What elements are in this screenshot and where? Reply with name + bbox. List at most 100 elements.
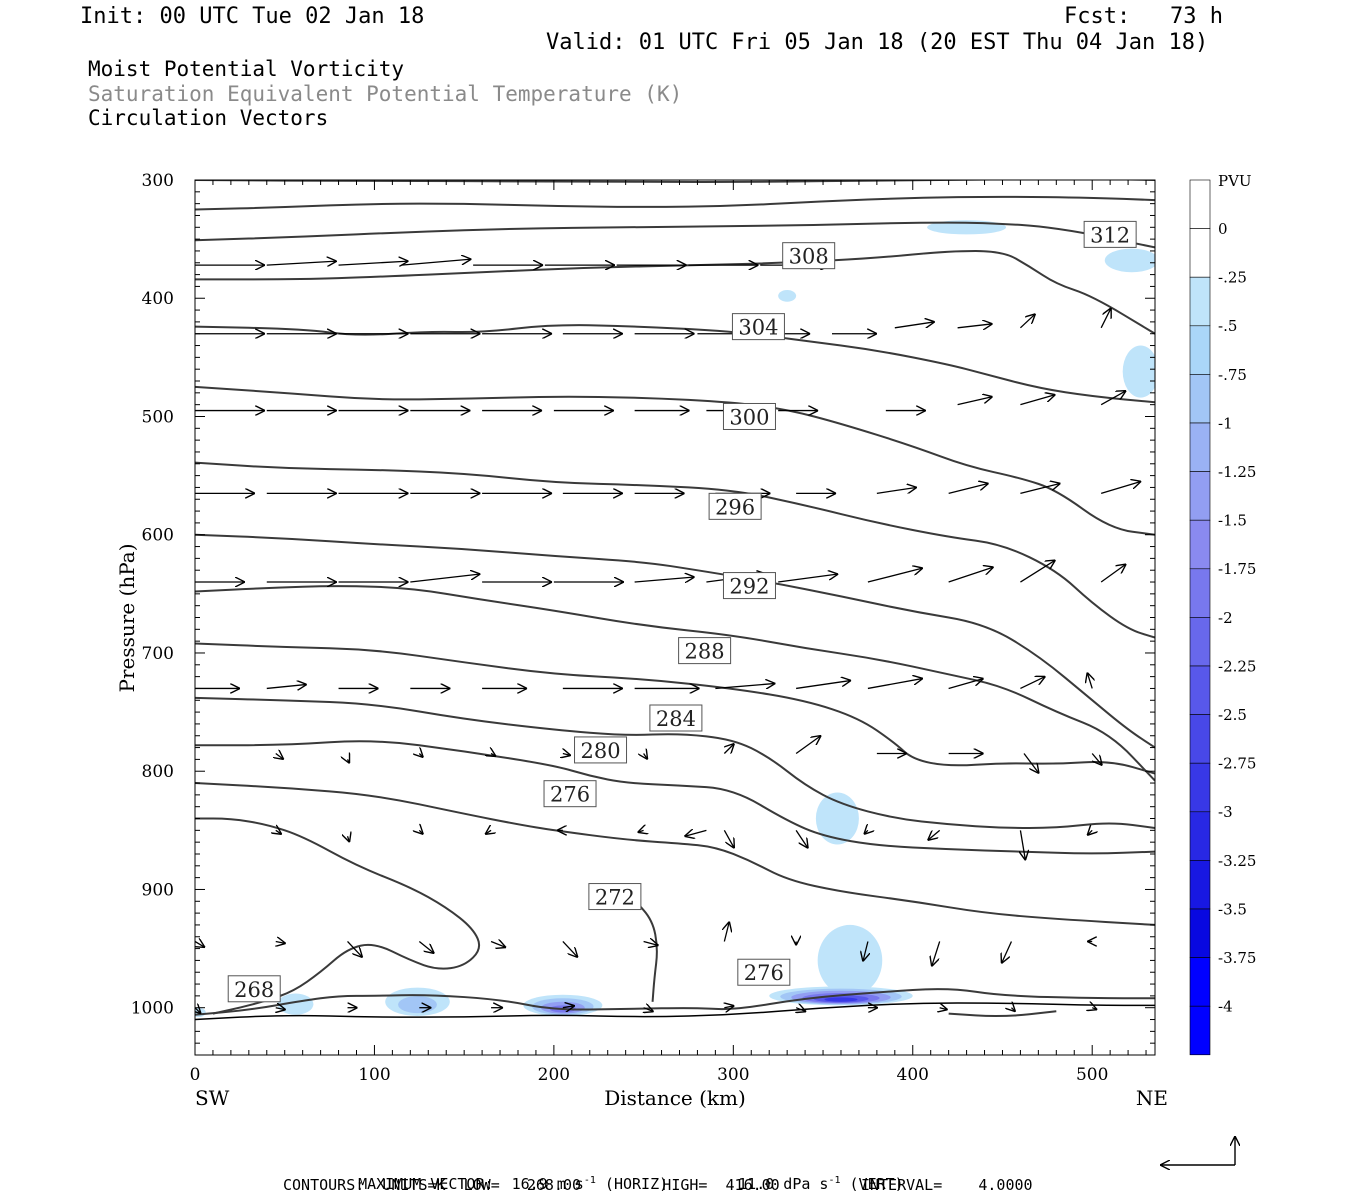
circulation-vector-21: [1019, 314, 1035, 329]
circulation-vector-47: [1020, 483, 1060, 494]
circulation-vector-48: [1100, 481, 1141, 494]
contour-label-box-11: [737, 958, 791, 986]
field-title-2: Saturation Equivalent Potential Temperat…: [88, 82, 683, 106]
circulation-vector-119: [644, 1008, 654, 1012]
circulation-vector-100: [195, 941, 205, 947]
colorbar-label-10: -2.5: [1218, 706, 1247, 724]
contour-label-box-2: [731, 313, 785, 341]
x-axis-right-end: NE: [1136, 1086, 1168, 1110]
reference-vector: [1160, 1136, 1235, 1165]
contour-label-box-10: [588, 883, 642, 911]
circulation-vector-81: [724, 743, 734, 753]
circulation-vector-59: [948, 567, 994, 583]
circulation-vector-35: [1100, 391, 1126, 406]
plot-frame: [194, 179, 1156, 1056]
colorbar-segment-5: [1189, 422, 1211, 472]
theta-e-contour-9: [195, 642, 1155, 775]
contour-label-box-3: [722, 402, 776, 430]
theta-e-contour-10: [195, 696, 1155, 829]
circulation-vector-33: [957, 397, 993, 406]
circulation-vector-94: [723, 830, 734, 848]
circulation-vector-86: [1091, 753, 1102, 765]
colorbar-segment-11: [1189, 714, 1211, 764]
colorbar-label-1: -.25: [1218, 269, 1247, 287]
colorbar-label-8: -2: [1218, 609, 1233, 627]
circulation-vector-74: [1087, 672, 1092, 689]
circulation-vector-109: [863, 941, 868, 961]
circulation-vector-93: [684, 830, 707, 836]
ground-line: [195, 1002, 1155, 1021]
pv-shade-1-2: [1104, 248, 1155, 273]
theta-e-contour-13: [195, 817, 481, 1015]
circulation-vector-76: [348, 759, 350, 763]
colorbar-label-4: -1: [1218, 414, 1233, 432]
colorbar-segment-10: [1189, 665, 1211, 715]
colorbar-segment-6: [1189, 471, 1211, 521]
circulation-vector-3: [401, 259, 471, 266]
circulation-vector-80: [644, 753, 648, 759]
colorbar-segment-7: [1189, 519, 1211, 570]
circulation-vector-118: [562, 1006, 575, 1008]
circulation-vector-52: [410, 574, 480, 583]
colorbar-segment-8: [1189, 568, 1211, 618]
contour-label-11: 276: [744, 961, 784, 985]
vert-label: (VERT): [840, 1175, 904, 1193]
circulation-vector-99: [1087, 830, 1092, 835]
y-tick-label: 500: [142, 407, 174, 427]
circulation-vector-58: [867, 568, 923, 583]
pv-shade-9-12: [824, 997, 858, 1002]
circulation-vector-73: [1020, 676, 1045, 690]
contour-info-line: CONTOURS: UNITS=K LOW= 268.00 HIGH= 416.…: [283, 1176, 1033, 1194]
contour-label-box-5: [722, 572, 776, 600]
colorbar-segment-9: [1189, 617, 1211, 667]
circulation-vector-97: [928, 829, 941, 840]
colorbar-label-3: -.75: [1218, 366, 1247, 384]
circulation-vector-105: [562, 941, 578, 957]
circulation-vector-107: [724, 921, 729, 942]
circulation-vector-113: [195, 1008, 201, 1014]
contour-label-12: 268: [234, 978, 274, 1002]
circulation-vector-75: [276, 753, 284, 759]
max-vector-vert-value: 11.0 dPa s: [738, 1175, 829, 1193]
circulation-vector-22: [1100, 308, 1111, 329]
circulation-vector-2: [338, 261, 409, 265]
circulation-vector-60: [1020, 560, 1055, 583]
circulation-vector-101: [276, 941, 286, 943]
circulation-vector-46: [948, 483, 989, 494]
circulation-vector-95: [795, 829, 808, 848]
circulation-vector-20: [957, 324, 993, 328]
circulation-vector-45: [876, 487, 917, 494]
contour-label-7: 284: [656, 707, 696, 731]
colorbar-segment-17: [1189, 1005, 1211, 1056]
field-title-1: Moist Potential Vorticity: [88, 57, 405, 81]
contour-label-box-6: [678, 637, 732, 665]
circulation-vector-72: [948, 678, 984, 690]
contour-label-box-9: [543, 780, 597, 808]
circulation-vector-123: [940, 1008, 948, 1010]
contour-label-4: 296: [715, 495, 755, 519]
x-tick-label: 400: [897, 1065, 929, 1085]
circulation-vector-124: [1011, 1008, 1015, 1012]
max-vector-horiz-value: MAXIMUM VECTOR: 16.9 m s: [358, 1175, 584, 1193]
circulation-vector-114: [276, 1008, 286, 1010]
theta-e-contour-3: [195, 249, 1155, 335]
colorbar-label-12: -3: [1218, 803, 1233, 821]
contour-label-box-4: [708, 492, 762, 520]
colorbar-segment-13: [1189, 811, 1211, 861]
circulation-vector-102: [347, 941, 363, 957]
theta-e-contour-12: [195, 782, 1155, 926]
pv-shade-3-2: [1122, 345, 1155, 398]
x-tick-label: 300: [717, 1065, 749, 1085]
circulation-vector-79: [563, 753, 571, 755]
colorbar-segment-15: [1189, 908, 1211, 958]
theta-e-contour-0: [195, 180, 1155, 183]
theta-e-contour-4: [195, 324, 1155, 404]
circulation-vector-57: [778, 574, 838, 583]
circulation-vector-87: [276, 830, 282, 834]
valid-time: Valid: 01 UTC Fri 05 Jan 18 (20 EST Thu …: [546, 30, 1209, 55]
pv-shade-10-2: [195, 1007, 206, 1018]
pv-shade-2-2: [778, 289, 797, 302]
circulation-vector-98: [1020, 830, 1025, 860]
colorbar-segment-12: [1189, 762, 1211, 813]
x-axis-title: Distance (km): [604, 1086, 746, 1110]
